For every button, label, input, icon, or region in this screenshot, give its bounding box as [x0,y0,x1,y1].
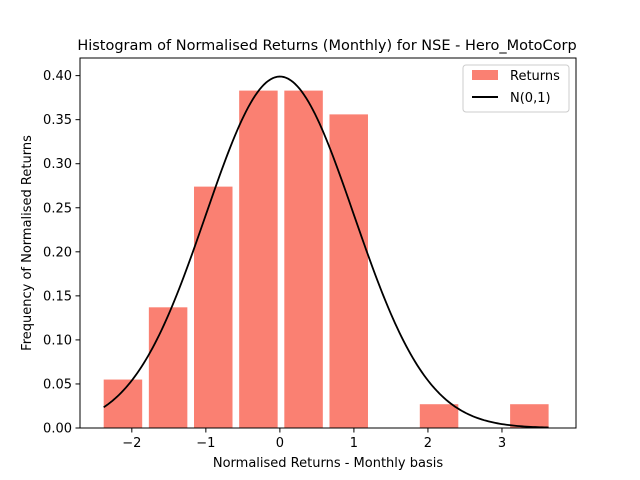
y-tick-label: 0.15 [43,289,72,304]
y-axis-ticks: 0.00 0.05 0.10 0.15 0.20 0.25 0.30 0.35 0.40 [43,69,80,437]
legend-label-returns: Returns [510,69,560,84]
y-tick-label: 0.10 [43,333,72,348]
histogram-bar [510,404,549,428]
y-tick-label: 0.20 [43,245,72,260]
normal-curve [103,75,549,429]
histogram-bar [284,90,323,428]
legend: Returns N(0,1) [462,64,570,113]
x-tick-label: 2 [424,436,432,451]
x-tick-label: −2 [122,436,141,451]
x-tick-label: 1 [350,436,358,451]
chart-title: Histogram of Normalised Returns (Monthly… [77,38,576,54]
legend-label-normal: N(0,1) [510,91,551,106]
y-tick-label: 0.25 [43,201,72,216]
x-tick-label: −1 [196,436,215,451]
axes-frame [79,57,577,429]
curve-layer [103,75,549,429]
x-axis-ticks: −2 −1 0 1 2 3 [122,428,506,451]
histogram-bar [419,404,459,428]
y-tick-label: 0.00 [43,422,72,437]
histogram-bar [194,186,233,428]
y-tick-label: 0.40 [43,69,72,84]
x-tick-label: 0 [276,436,284,451]
histogram-bar [329,114,368,428]
x-axis-label: Normalised Returns - Monthly basis [213,456,443,471]
x-tick-label: 3 [498,436,506,451]
y-tick-label: 0.30 [43,157,72,172]
histogram-bar [148,307,188,428]
histogram-bar [239,90,278,428]
bars-layer [103,90,549,428]
legend-swatch-returns [472,70,498,80]
y-tick-label: 0.05 [43,377,72,392]
y-axis-label: Frequency of Normalised Returns [20,135,35,351]
y-tick-label: 0.35 [43,113,72,128]
